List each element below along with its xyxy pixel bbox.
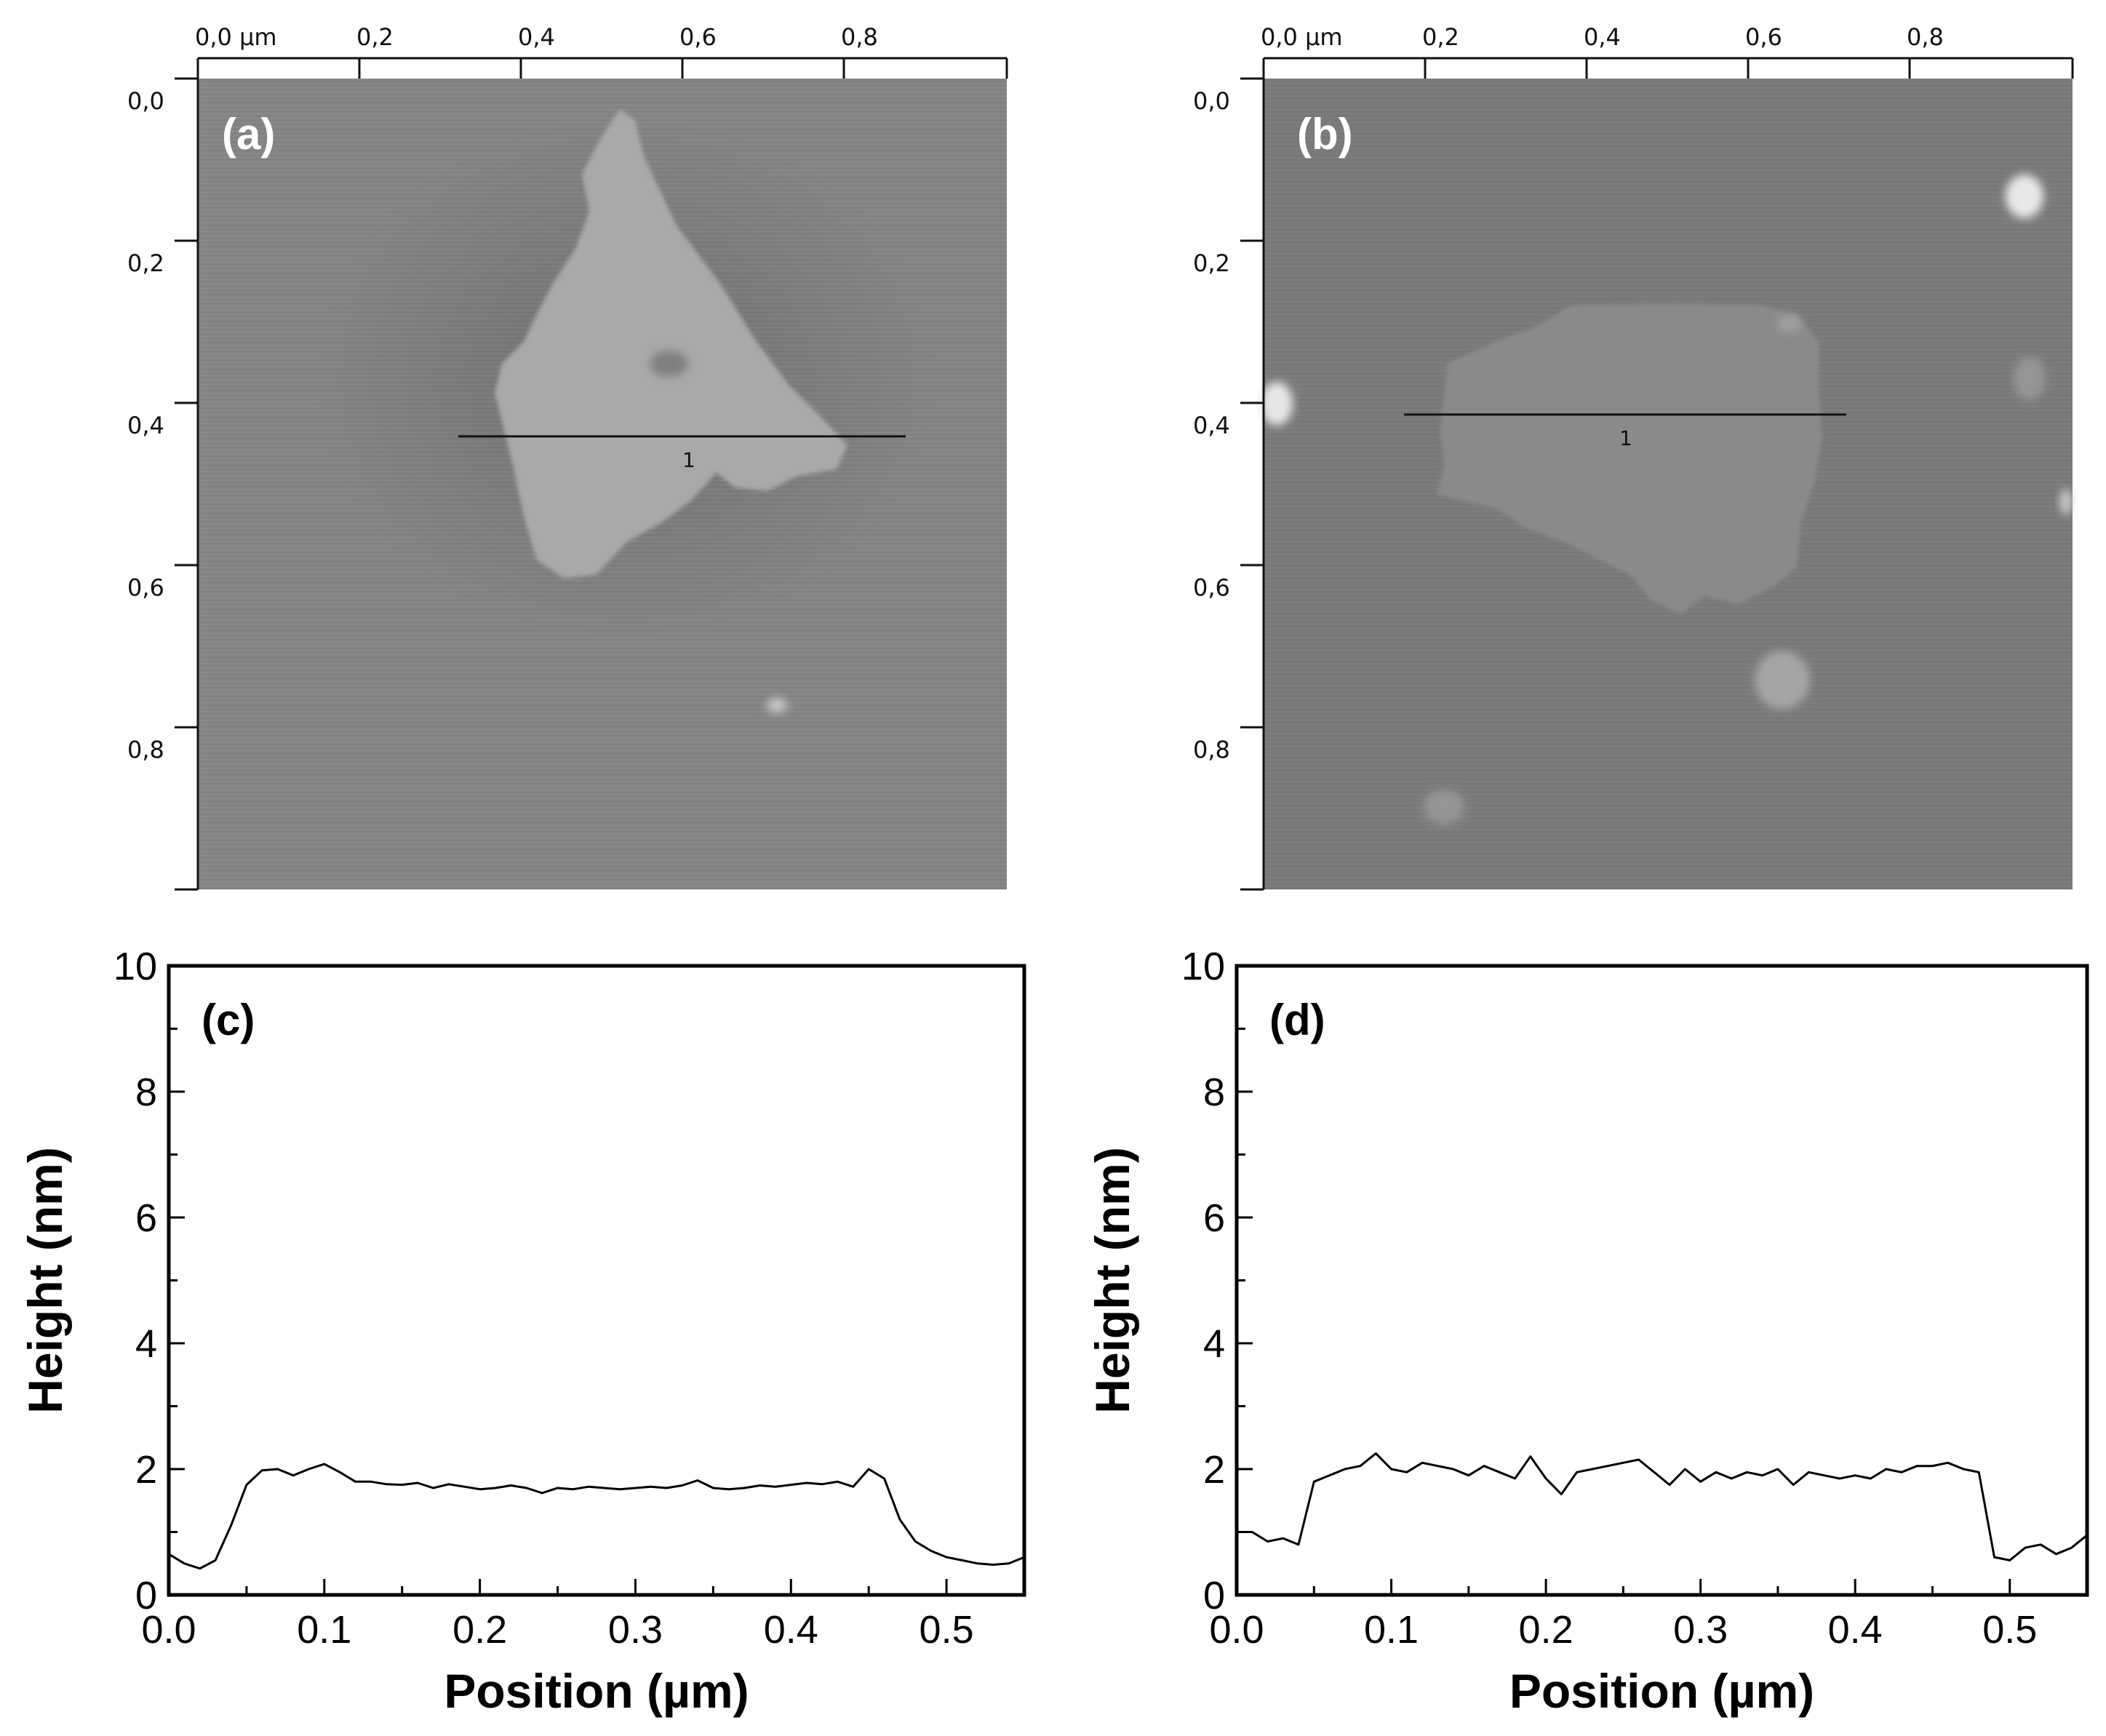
plot-c-y-axis-title: Height (nm)	[18, 1147, 72, 1414]
afm-b-flake	[1437, 304, 1822, 615]
plot-c-y-tick-label: 4	[135, 1322, 157, 1366]
afm-b-particle	[2006, 175, 2043, 218]
afm-b-particle	[2014, 356, 2046, 400]
afm-b-particle	[1755, 651, 1810, 709]
afm-b-profile-line-label: 1	[1619, 426, 1632, 450]
plot-c-x-tick-label: 0.1	[297, 1608, 351, 1652]
afm-b-y-tick-label: 0,8	[1193, 736, 1230, 764]
plot-c-height-line	[168, 1463, 1025, 1570]
plot-d-x-tick-label: 0.4	[1828, 1608, 1883, 1652]
afm-b-y-tick-label: 0,2	[1193, 249, 1230, 277]
afm-a-y-tick-label: 0,0	[127, 87, 164, 115]
plot-d-y-tick-label: 0	[1203, 1574, 1225, 1617]
afm-a-x-tick-label: 0,8	[841, 23, 878, 51]
afm-a-x-tick-label: 0,6	[679, 23, 717, 51]
afm-b-x-tick-label: 0,4	[1584, 23, 1621, 51]
afm-b-x-tick-label: 0,6	[1745, 23, 1782, 51]
afm-image-a: 1 (a) 0,0 µm 0,2 0,4 0,6 0,8 0,0 0,2	[127, 23, 1008, 891]
afm-a-x-ticks	[196, 58, 1008, 79]
plot-c-x-axis-title: Position (µm)	[444, 1664, 749, 1718]
plot-c-y-tick-label: 8	[135, 1071, 157, 1114]
plot-c-x-tick-label: 0.0	[141, 1608, 196, 1652]
afm-b-y-tick-label: 0,4	[1193, 412, 1230, 439]
afm-b-y-tick-label: 0,0	[1193, 87, 1230, 115]
plot-c-y-tick-label: 6	[135, 1196, 157, 1240]
plot-d-y-tick-label: 6	[1203, 1196, 1225, 1240]
afm-a-x-tick-label: 0,0 µm	[195, 23, 277, 51]
afm-a-y-tick-label: 0,4	[127, 412, 164, 439]
afm-b-particle	[1261, 382, 1293, 425]
plot-d-x-tick-label: 0.0	[1209, 1608, 1264, 1652]
plot-d-y-tick-label: 2	[1203, 1448, 1225, 1492]
afm-a-flake-defect	[650, 351, 688, 377]
plot-d-x-tick-label: 0.3	[1673, 1608, 1728, 1652]
plot-d-frame	[1235, 964, 2089, 1597]
plot-c-panel-label: (c)	[202, 996, 255, 1044]
plot-d-y-axis-title: Height (nm)	[1085, 1147, 1139, 1414]
plot-d-y-tick-label: 10	[1181, 945, 1225, 988]
plot-c-frame	[167, 964, 1026, 1597]
afm-a-y-tick-label: 0,6	[127, 574, 164, 601]
plot-d-y-tick-label: 8	[1203, 1071, 1225, 1114]
afm-b-x-ticks	[1262, 58, 2074, 79]
plot-d-y-tick-label: 4	[1203, 1322, 1225, 1366]
plot-c-y-tick-label: 10	[113, 945, 157, 988]
afm-b-x-tick-label: 0,8	[1907, 23, 1944, 51]
plot-c-x-tick-label: 0.3	[608, 1608, 663, 1652]
afm-a-y-tick-label: 0,2	[127, 249, 164, 277]
plot-d-x-tick-label: 0.1	[1364, 1608, 1419, 1652]
afm-a-y-ticks	[175, 77, 198, 891]
height-profile-chart-d: 0.0 0.1 0.2 0.3 0.4 0.5 0 2 4 6 8 10 (d) Position (µm…	[1085, 945, 2089, 1718]
afm-b-x-tick-label: 0,2	[1422, 23, 1459, 51]
afm-a-axes	[196, 57, 1007, 889]
afm-a-flake	[495, 109, 847, 578]
afm-b-panel-label: (b)	[1297, 110, 1353, 159]
afm-a-panel-label: (a)	[222, 110, 275, 159]
afm-a-y-tick-label: 0,8	[127, 736, 164, 764]
afm-a-x-tick-label: 0,2	[356, 23, 394, 51]
plot-c-x-tick-label: 0.4	[764, 1608, 818, 1652]
plot-d-height-line	[1237, 1452, 2088, 1561]
afm-b-particle	[1424, 790, 1464, 825]
afm-b-x-tick-label: 0,0 µm	[1261, 23, 1343, 51]
plot-d-x-tick-label: 0.5	[1982, 1608, 2037, 1652]
afm-a-particle	[767, 698, 787, 713]
afm-a-profile-line-label: 1	[682, 448, 695, 472]
plot-c-x-tick-label: 0.2	[452, 1608, 507, 1652]
plot-c-y-tick-label: 2	[135, 1448, 157, 1492]
plot-d-x-tick-label: 0.2	[1519, 1608, 1573, 1652]
plot-d-x-axis-title: Position (µm)	[1509, 1664, 1814, 1718]
plot-d-panel-label: (d)	[1269, 996, 1325, 1044]
afm-a-x-tick-label: 0,4	[518, 23, 555, 51]
plot-c-x-tick-label: 0.5	[920, 1608, 974, 1652]
height-profile-chart-c: 0.0 0.1 0.2 0.3 0.4 0.5 0 2 4 6 8 10 (c) Position (µm…	[18, 945, 1026, 1718]
afm-b-axes	[1262, 57, 2073, 889]
afm-b-particle	[2060, 489, 2072, 515]
plot-c-y-tick-label: 0	[135, 1574, 157, 1617]
afm-image-b: 1 (b) 0,0 µm 0,2 0,4 0,6 0,8 0,0 0,2	[1193, 23, 2074, 891]
afm-b-particle	[1778, 315, 1801, 332]
afm-b-y-ticks	[1240, 77, 1264, 891]
afm-b-y-tick-label: 0,6	[1193, 574, 1230, 601]
